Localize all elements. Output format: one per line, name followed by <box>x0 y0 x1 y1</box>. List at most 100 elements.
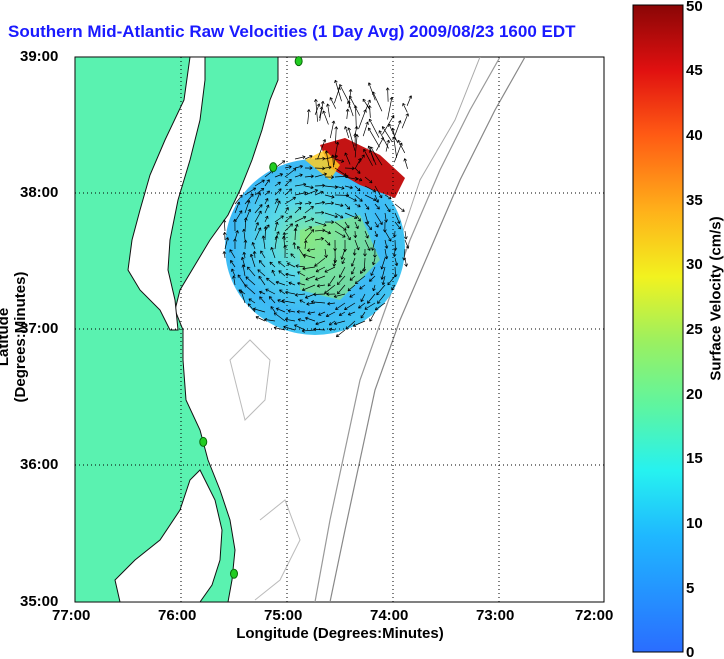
velocity-arrow <box>354 176 363 182</box>
velocity-arrow <box>367 82 376 101</box>
velocity-arrow <box>334 185 345 190</box>
velocity-arrow <box>314 156 326 161</box>
velocity-arrow <box>401 113 409 129</box>
velocity-arrow <box>393 142 403 163</box>
velocity-arrow <box>374 194 379 203</box>
velocity-arrow <box>283 325 296 331</box>
velocity-arrow <box>282 232 287 241</box>
velocity-arrow <box>254 210 262 223</box>
velocity-arrow <box>314 166 326 171</box>
velocity-arrow <box>271 269 276 277</box>
velocity-arrow <box>334 79 342 102</box>
velocity-arrow <box>324 194 335 199</box>
velocity-arrow <box>394 221 402 230</box>
velocity-arrow <box>315 275 326 281</box>
velocity-arrow <box>380 257 386 270</box>
velocity-arrow <box>244 200 251 214</box>
velocity-arrow <box>243 217 248 232</box>
velocity-arrow <box>241 264 246 277</box>
velocity-arrow <box>293 228 298 241</box>
velocity-arrow <box>362 121 369 137</box>
y-axis-label: Latitude (Degrees:Minutes) <box>0 271 29 403</box>
velocity-arrow <box>354 185 361 192</box>
velocity-arrow <box>229 249 236 259</box>
velocity-arrow <box>336 275 346 286</box>
velocity-arrow <box>360 266 366 274</box>
velocity-arrow <box>324 239 331 246</box>
velocity-arrow <box>331 154 335 168</box>
velocity-arrow <box>316 284 326 288</box>
velocity-arrow <box>284 168 297 178</box>
velocity-arrow <box>230 260 236 268</box>
velocity-arrow <box>244 193 254 205</box>
station-marker <box>230 568 238 579</box>
velocity-arrow <box>370 266 376 276</box>
velocity-arrow <box>260 250 266 259</box>
velocity-arrow <box>345 108 350 119</box>
velocity-arrow <box>273 312 286 322</box>
velocity-arrow <box>404 230 408 240</box>
velocity-arrow <box>352 320 366 327</box>
x-tick-label: 76:00 <box>158 607 197 624</box>
velocity-arrow <box>324 230 331 235</box>
velocity-arrow <box>360 293 366 302</box>
velocity-arrow <box>294 215 307 223</box>
x-tick-label: 74:00 <box>370 607 409 624</box>
contour-line <box>254 499 301 601</box>
velocity-arrow <box>284 215 293 223</box>
velocity-arrow <box>384 248 389 260</box>
velocity-arrow <box>306 109 311 125</box>
velocity-arrow <box>305 316 316 322</box>
velocity-arrow <box>324 165 332 170</box>
velocity-arrow <box>324 248 328 258</box>
velocity-arrow <box>354 239 360 251</box>
colorbar-tick-label: 45 <box>686 62 703 79</box>
velocity-arrow <box>261 235 266 250</box>
velocity-arrow <box>301 329 316 333</box>
velocity-arrow <box>363 148 373 166</box>
velocity-arrow <box>384 239 389 249</box>
velocity-arrow <box>286 262 296 268</box>
velocity-arrow <box>294 293 306 297</box>
velocity-arrow <box>373 248 377 258</box>
velocity-arrow <box>254 204 263 214</box>
velocity-arrow <box>374 221 379 228</box>
velocity-arrow <box>329 120 336 139</box>
velocity-arrow <box>303 253 316 259</box>
velocity-arrow <box>234 194 243 205</box>
velocity-arrow <box>274 200 281 214</box>
velocity-arrow <box>283 244 287 259</box>
velocity-arrow <box>344 221 350 229</box>
velocity-arrow <box>364 176 373 184</box>
station-markers <box>199 56 303 579</box>
velocity-arrow <box>367 293 376 304</box>
velocity-arrow <box>305 275 316 281</box>
velocity-arrow <box>254 179 265 187</box>
velocity-arrow <box>324 220 335 224</box>
velocity-arrow <box>344 194 357 202</box>
velocity-arrow <box>284 188 293 196</box>
velocity-arrow <box>334 221 347 231</box>
velocity-arrow <box>294 173 303 178</box>
velocity-arrow <box>364 239 371 251</box>
velocity-arrow <box>232 275 236 286</box>
velocity-arrow <box>222 231 227 241</box>
velocity-arrow <box>284 165 292 169</box>
velocity-arrow <box>278 270 286 277</box>
velocity-arrow <box>222 251 227 259</box>
velocity-arrow <box>245 276 256 286</box>
velocity-arrow <box>325 311 336 318</box>
velocity-arrow <box>287 309 296 313</box>
velocity-arrow <box>247 266 256 277</box>
x-tick-label: 72:00 <box>575 607 614 624</box>
velocity-arrow <box>266 277 276 286</box>
velocity-arrow <box>327 275 336 287</box>
velocity-arrow <box>294 206 302 214</box>
velocity-arrow <box>403 158 408 169</box>
velocity-arrow <box>255 316 266 322</box>
velocity-arrow <box>297 281 306 286</box>
velocity-arrow <box>264 198 269 205</box>
velocity-arrow <box>234 201 241 214</box>
velocity-arrow <box>385 139 391 152</box>
station-marker <box>269 162 278 173</box>
